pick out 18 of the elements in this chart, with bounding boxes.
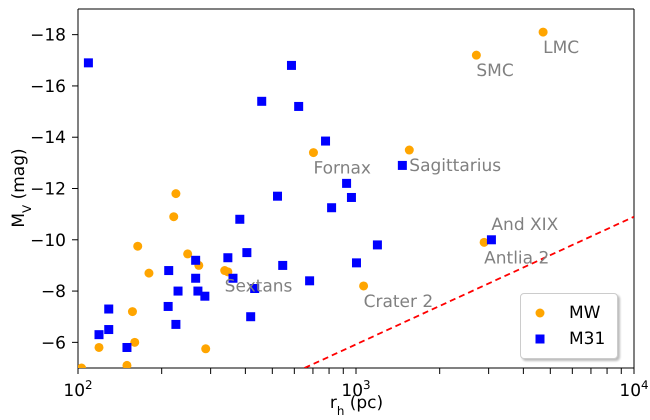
legend-label: M31 xyxy=(569,329,606,349)
annotation: Sagittarius xyxy=(409,156,502,176)
annotation: Fornax xyxy=(313,158,371,179)
annotation: SMC xyxy=(476,61,514,82)
y-tick-label: −14 xyxy=(30,128,66,148)
annotation: Crater 2 xyxy=(364,292,434,312)
annotation: LMC xyxy=(543,38,580,58)
y-tick-label: −10 xyxy=(30,230,66,251)
x-tick-label: 10$^{2}$ xyxy=(63,378,93,401)
legend-label: MW xyxy=(569,303,600,323)
y-tick-label: −8 xyxy=(40,282,66,302)
x-tick-label: 10$^{4}$ xyxy=(619,378,649,401)
y-tick-label: −18 xyxy=(30,26,66,46)
annotation: Sextans xyxy=(224,276,293,297)
y-tick-label: −12 xyxy=(30,180,66,200)
y-tick-label: −16 xyxy=(30,76,66,97)
y-tick-label: −6 xyxy=(40,333,66,354)
annotation: And XIX xyxy=(491,214,559,235)
